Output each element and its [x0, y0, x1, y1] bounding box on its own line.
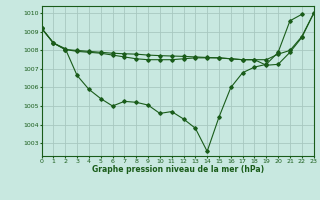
X-axis label: Graphe pression niveau de la mer (hPa): Graphe pression niveau de la mer (hPa) [92, 165, 264, 174]
